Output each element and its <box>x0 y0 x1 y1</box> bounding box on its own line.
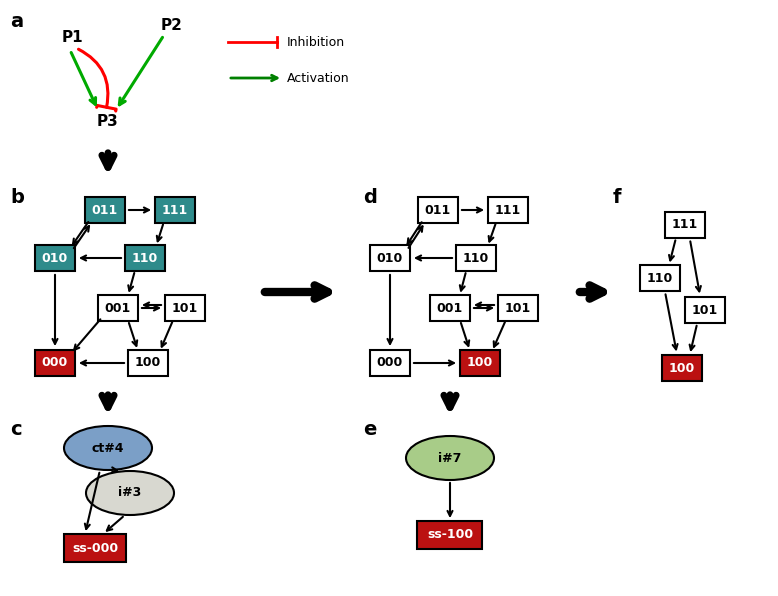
FancyBboxPatch shape <box>165 295 205 321</box>
FancyBboxPatch shape <box>418 521 482 549</box>
Text: i#3: i#3 <box>118 486 142 499</box>
Text: 110: 110 <box>647 272 673 284</box>
FancyBboxPatch shape <box>98 295 138 321</box>
Text: ss-000: ss-000 <box>72 542 118 554</box>
FancyBboxPatch shape <box>418 197 458 223</box>
FancyBboxPatch shape <box>498 295 538 321</box>
FancyBboxPatch shape <box>35 245 75 271</box>
FancyBboxPatch shape <box>125 245 165 271</box>
Text: Activation: Activation <box>287 72 349 85</box>
Text: b: b <box>10 188 24 207</box>
Text: 100: 100 <box>135 356 161 370</box>
FancyBboxPatch shape <box>685 297 725 323</box>
FancyBboxPatch shape <box>85 197 125 223</box>
Text: 111: 111 <box>672 219 698 231</box>
Text: 001: 001 <box>437 302 463 315</box>
FancyBboxPatch shape <box>460 350 500 376</box>
Ellipse shape <box>86 471 174 515</box>
Text: 011: 011 <box>425 203 451 216</box>
Text: P3: P3 <box>97 114 119 129</box>
Text: a: a <box>10 12 23 31</box>
FancyArrowPatch shape <box>71 52 96 104</box>
Text: 001: 001 <box>105 302 131 315</box>
Text: 011: 011 <box>92 203 118 216</box>
FancyBboxPatch shape <box>64 534 126 562</box>
FancyBboxPatch shape <box>370 350 410 376</box>
FancyArrowPatch shape <box>79 49 116 111</box>
Text: ss-100: ss-100 <box>427 529 473 542</box>
Text: 000: 000 <box>42 356 68 370</box>
FancyBboxPatch shape <box>128 350 168 376</box>
Text: c: c <box>10 420 22 439</box>
FancyBboxPatch shape <box>430 295 470 321</box>
Ellipse shape <box>64 426 152 470</box>
Text: 010: 010 <box>377 252 403 265</box>
Text: i#7: i#7 <box>438 452 461 464</box>
Text: 010: 010 <box>42 252 68 265</box>
FancyArrowPatch shape <box>119 38 163 105</box>
Text: P2: P2 <box>161 17 183 33</box>
Text: 110: 110 <box>132 252 158 265</box>
FancyBboxPatch shape <box>155 197 195 223</box>
Text: ct#4: ct#4 <box>92 442 124 455</box>
FancyBboxPatch shape <box>35 350 75 376</box>
Text: 110: 110 <box>463 252 489 265</box>
Text: 111: 111 <box>495 203 521 216</box>
FancyBboxPatch shape <box>640 265 680 291</box>
Text: d: d <box>363 188 377 207</box>
Text: 000: 000 <box>377 356 403 370</box>
Text: 111: 111 <box>162 203 188 216</box>
FancyBboxPatch shape <box>370 245 410 271</box>
Text: 101: 101 <box>505 302 531 315</box>
Text: 101: 101 <box>172 302 198 315</box>
FancyBboxPatch shape <box>662 355 702 381</box>
Text: P1: P1 <box>61 30 82 45</box>
Text: 101: 101 <box>692 303 718 316</box>
Text: Inhibition: Inhibition <box>287 36 345 48</box>
Text: e: e <box>363 420 377 439</box>
Text: 100: 100 <box>467 356 493 370</box>
Text: 100: 100 <box>669 362 695 374</box>
Text: f: f <box>613 188 622 207</box>
FancyBboxPatch shape <box>488 197 528 223</box>
FancyBboxPatch shape <box>456 245 496 271</box>
Ellipse shape <box>406 436 494 480</box>
FancyBboxPatch shape <box>665 212 705 238</box>
